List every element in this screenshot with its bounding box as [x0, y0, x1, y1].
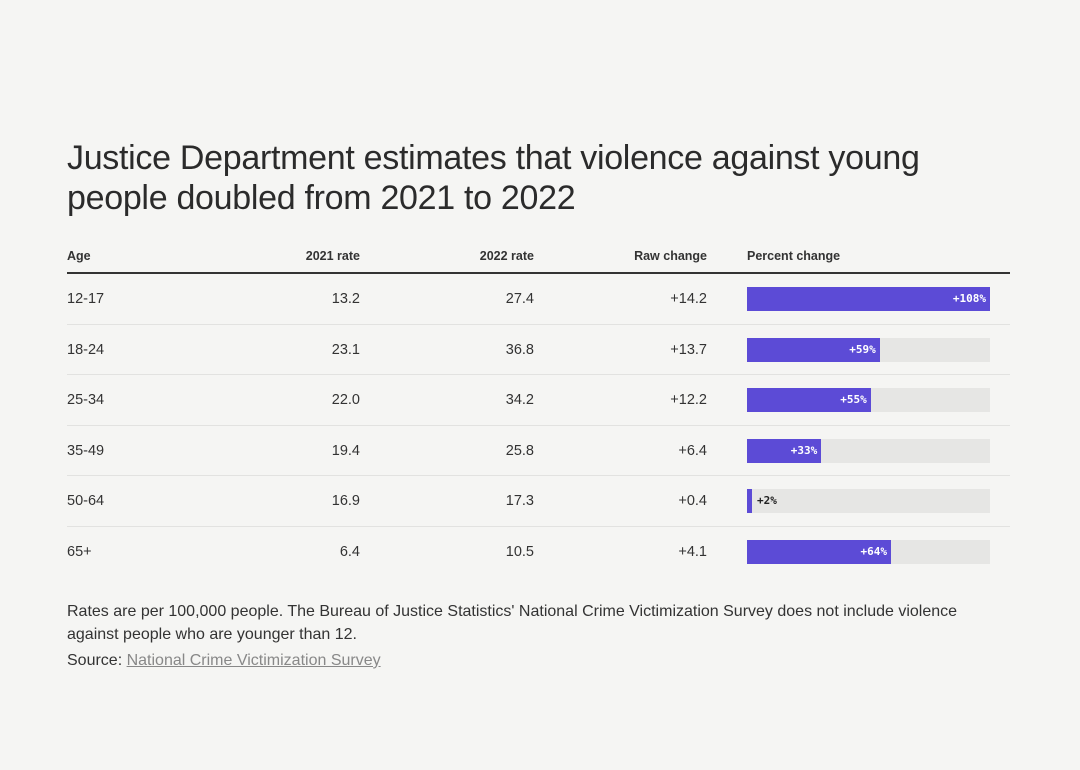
table-row: 50-64 16.9 17.3 +0.4 +2%: [67, 476, 1010, 527]
table-row: 25-34 22.0 34.2 +12.2 +55%: [67, 375, 1010, 426]
data-table: Age 2021 rate 2022 rate Raw change Perce…: [67, 240, 1010, 576]
percent-bar: [747, 539, 891, 564]
percent-bar: [747, 287, 990, 311]
chart-title: Justice Department estimates that violen…: [67, 139, 920, 217]
source-label: Source:: [67, 652, 123, 669]
rate-2021-cell: 13.2: [331, 291, 360, 307]
age-cell: 25-34: [67, 392, 105, 408]
header-percent-change: Percent change: [747, 249, 841, 263]
header-2022-rate: 2022 rate: [479, 249, 534, 263]
rate-2021-cell: 19.4: [331, 442, 360, 459]
percent-bar: [747, 388, 871, 412]
rate-2022-cell: 10.5: [505, 543, 534, 560]
percent-bar: [747, 489, 752, 513]
percent-label: +33%: [790, 443, 818, 457]
percent-label: +55%: [840, 393, 867, 406]
rate-2022-cell: 34.2: [505, 392, 534, 408]
percent-label: +64%: [860, 544, 888, 558]
bar-track: +64%: [747, 539, 990, 564]
bar-track: +108%: [747, 287, 990, 311]
header-age: Age: [67, 249, 91, 263]
raw-change-cell: +12.2: [670, 392, 707, 408]
rate-2021-cell: 22.0: [331, 392, 360, 408]
footnote: Rates are per 100,000 people. The Bureau…: [67, 603, 958, 643]
table-row: 18-24 23.1 36.8 +13.7 +59%: [67, 325, 1010, 375]
bar-track: +55%: [747, 388, 990, 412]
percent-label: +2%: [757, 494, 777, 507]
table-row: 35-49 19.4 25.8 +6.4 +33%: [67, 426, 1010, 476]
header-raw-change: Raw change: [634, 249, 707, 263]
rate-2022-cell: 27.4: [505, 291, 534, 307]
table-body: 12-17 13.2 27.4 +14.2 +108% 18-24 23.1 36.8 +13.…: [67, 274, 1010, 576]
percent-bar: [747, 438, 822, 463]
raw-change-cell: +6.4: [678, 442, 707, 459]
table-row: 65+ 6.4 10.5 +4.1 +64%: [67, 527, 1010, 577]
source-line: Source: National Crime Victimization Sur…: [67, 652, 381, 670]
raw-change-cell: +14.2: [670, 291, 707, 307]
table-header: Age 2021 rate 2022 rate Raw change Perce…: [67, 240, 1010, 274]
percent-bar: [747, 337, 880, 362]
rate-2022-cell: 17.3: [505, 493, 534, 509]
age-cell: 12-17: [67, 291, 105, 307]
age-cell: 35-49: [67, 442, 105, 459]
age-cell: 18-24: [67, 341, 105, 358]
percent-label: +59%: [849, 342, 876, 356]
rate-2022-cell: 36.8: [505, 341, 534, 358]
rate-2021-cell: 23.1: [331, 341, 360, 358]
rate-2021-cell: 16.9: [331, 493, 360, 509]
header-2021-rate: 2021 rate: [305, 249, 360, 263]
source-link[interactable]: National Crime Victimization Survey: [126, 652, 381, 669]
raw-change-cell: +4.1: [678, 543, 707, 560]
age-cell: 50-64: [67, 493, 105, 509]
bar-track: +33%: [747, 438, 990, 463]
rate-2022-cell: 25.8: [505, 442, 534, 459]
bar-track: +2%: [747, 489, 990, 513]
age-cell: 65+: [67, 543, 92, 560]
percent-label: +108%: [952, 292, 986, 305]
raw-change-cell: +13.7: [670, 341, 707, 358]
raw-change-cell: +0.4: [678, 493, 707, 509]
table-row: 12-17 13.2 27.4 +14.2 +108%: [67, 274, 1010, 325]
bar-track: +59%: [747, 337, 990, 362]
rate-2021-cell: 6.4: [339, 543, 360, 560]
